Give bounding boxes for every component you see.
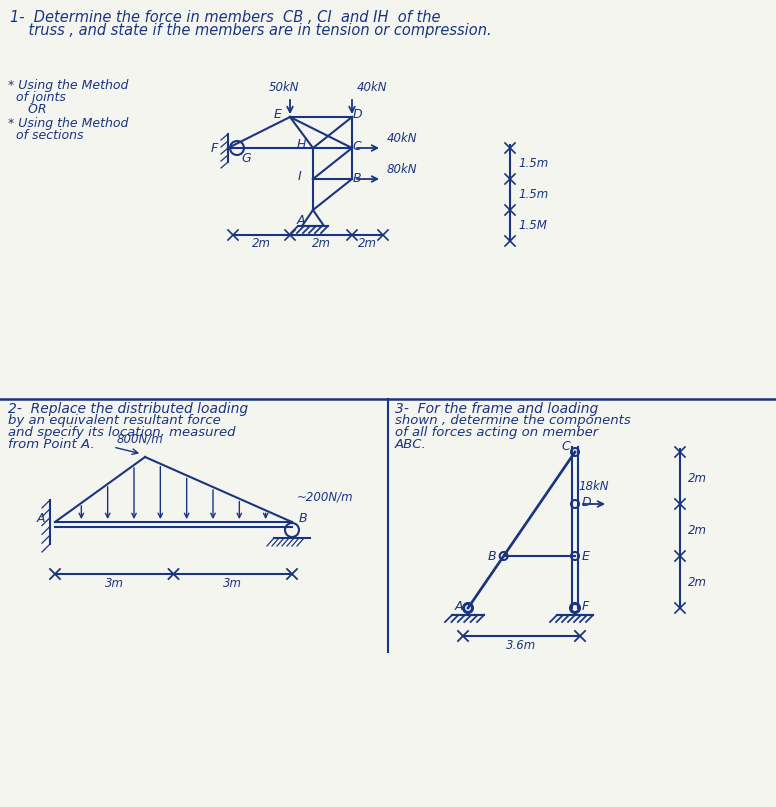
Text: F: F xyxy=(582,600,589,613)
Text: A: A xyxy=(296,214,305,227)
Text: 2-  Replace the distributed loading: 2- Replace the distributed loading xyxy=(8,402,248,416)
Text: * Using the Method: * Using the Method xyxy=(8,117,128,130)
Text: from Point A.: from Point A. xyxy=(8,438,95,451)
Text: 3-  For the frame and loading: 3- For the frame and loading xyxy=(395,402,598,416)
Text: 2m: 2m xyxy=(688,575,707,588)
Text: truss , and state if the members are in tension or compression.: truss , and state if the members are in … xyxy=(10,23,492,38)
Text: 50kN: 50kN xyxy=(268,81,300,94)
Text: of joints: of joints xyxy=(8,91,66,104)
Text: B: B xyxy=(299,512,307,525)
Text: B: B xyxy=(352,173,362,186)
Text: 1-  Determine the force in members  CB , CI  and IH  of the: 1- Determine the force in members CB , C… xyxy=(10,10,441,25)
Text: I: I xyxy=(298,170,302,183)
Text: of all forces acting on member: of all forces acting on member xyxy=(395,426,598,439)
Text: B: B xyxy=(487,550,497,562)
Text: 2m: 2m xyxy=(358,237,377,250)
Text: * Using the Method: * Using the Method xyxy=(8,79,128,92)
Text: C: C xyxy=(561,441,570,454)
Text: 3m: 3m xyxy=(223,577,242,590)
Text: 40kN: 40kN xyxy=(387,132,417,145)
Text: F: F xyxy=(210,141,217,154)
Text: 3m: 3m xyxy=(105,577,123,590)
Text: 2m: 2m xyxy=(311,237,331,250)
Text: A: A xyxy=(455,600,463,613)
Text: H: H xyxy=(296,137,306,150)
Text: E: E xyxy=(274,108,282,122)
Text: C: C xyxy=(352,140,362,153)
Text: D: D xyxy=(352,108,362,122)
Text: 18kN: 18kN xyxy=(578,480,608,493)
Text: ~200N/m: ~200N/m xyxy=(297,490,354,503)
Text: shown , determine the components: shown , determine the components xyxy=(395,414,631,427)
Text: ABC.: ABC. xyxy=(395,438,427,451)
Text: of sections: of sections xyxy=(8,129,84,142)
Text: 800N/m: 800N/m xyxy=(116,433,164,446)
Text: 80kN: 80kN xyxy=(387,163,417,176)
Text: 40kN: 40kN xyxy=(357,81,387,94)
Text: 2m: 2m xyxy=(252,237,271,250)
Text: 1.5M: 1.5M xyxy=(518,219,547,232)
Text: G: G xyxy=(241,152,251,165)
Text: A: A xyxy=(36,512,45,525)
Text: 2m: 2m xyxy=(688,471,707,484)
Text: OR: OR xyxy=(8,103,47,116)
Text: 1.5m: 1.5m xyxy=(518,188,549,201)
Text: and specify its location, measured: and specify its location, measured xyxy=(8,426,235,439)
Text: 2m: 2m xyxy=(688,524,707,537)
Text: by an equivalent resultant force: by an equivalent resultant force xyxy=(8,414,220,427)
Text: 1.5m: 1.5m xyxy=(518,157,549,170)
Text: 3.6m: 3.6m xyxy=(507,639,537,652)
Text: E: E xyxy=(582,550,590,562)
Text: D: D xyxy=(582,495,591,508)
